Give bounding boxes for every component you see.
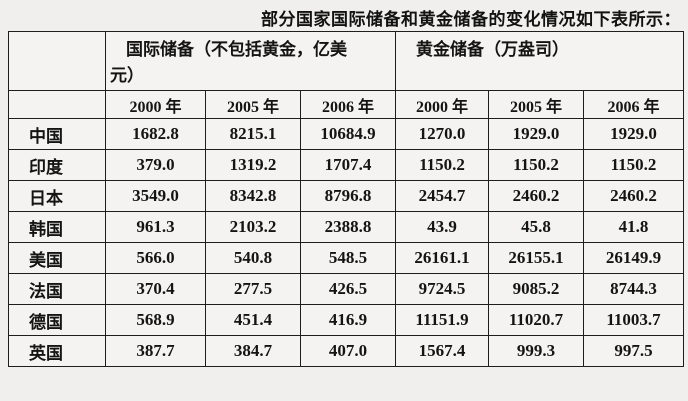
year-header-intl-2000: 2000 年 [105, 90, 206, 119]
value-cell: 416.9 [300, 304, 396, 336]
country-label: 韩国 [8, 211, 106, 243]
value-cell: 384.7 [205, 335, 301, 367]
value-cell: 451.4 [205, 304, 301, 336]
value-cell: 566.0 [105, 242, 206, 274]
table-row-germany: 德国 568.9 451.4 416.9 11151.9 11020.7 110… [8, 304, 685, 336]
value-cell: 3549.0 [105, 180, 206, 212]
value-cell: 1319.2 [205, 149, 301, 181]
value-cell: 1567.4 [395, 335, 489, 367]
country-label: 德国 [8, 304, 106, 336]
value-cell: 8215.1 [205, 118, 301, 150]
table-row-china: 中国 1682.8 8215.1 10684.9 1270.0 1929.0 1… [8, 118, 685, 150]
value-cell: 8796.8 [300, 180, 396, 212]
value-cell: 370.4 [105, 273, 206, 305]
group-header-international-reserves: 国际储备（不包括黄金，亿美 元） [105, 31, 396, 91]
value-cell: 2454.7 [395, 180, 489, 212]
table-row-france: 法国 370.4 277.5 426.5 9724.5 9085.2 8744.… [8, 273, 685, 305]
value-cell: 26155.1 [488, 242, 584, 274]
value-cell: 9724.5 [395, 273, 489, 305]
value-cell: 426.5 [300, 273, 396, 305]
table-row-uk: 英国 387.7 384.7 407.0 1567.4 999.3 997.5 [8, 335, 685, 367]
value-cell: 45.8 [488, 211, 584, 243]
value-cell: 10684.9 [300, 118, 396, 150]
value-cell: 26161.1 [395, 242, 489, 274]
value-cell: 387.7 [105, 335, 206, 367]
value-cell: 8342.8 [205, 180, 301, 212]
year-header-intl-2005: 2005 年 [205, 90, 301, 119]
year-header-gold-2000: 2000 年 [395, 90, 489, 119]
group-header-row: 国际储备（不包括黄金，亿美 元） 黄金储备（万盎司） [8, 31, 685, 91]
year-header-intl-2006: 2006 年 [300, 90, 396, 119]
value-cell: 1707.4 [300, 149, 396, 181]
page-title: 部分国家国际储备和黄金储备的变化情况如下表所示： [261, 10, 681, 29]
value-cell: 2460.2 [488, 180, 584, 212]
value-cell: 11020.7 [488, 304, 584, 336]
value-cell: 277.5 [205, 273, 301, 305]
value-cell: 1929.0 [582, 118, 685, 150]
value-cell: 11003.7 [582, 304, 685, 336]
value-cell: 1150.2 [395, 149, 489, 181]
country-label: 日本 [8, 180, 106, 212]
table-row-japan: 日本 3549.0 8342.8 8796.8 2454.7 2460.2 24… [8, 180, 685, 212]
group-header-gold-reserves: 黄金储备（万盎司） [394, 31, 685, 91]
value-cell: 11151.9 [395, 304, 489, 336]
value-cell: 1150.2 [488, 149, 584, 181]
country-label: 法国 [8, 273, 106, 305]
year-header-gold-2006: 2006 年 [582, 90, 685, 119]
value-cell: 26149.9 [582, 242, 685, 274]
value-cell: 41.8 [582, 211, 685, 243]
table-row-india: 印度 379.0 1319.2 1707.4 1150.2 1150.2 115… [8, 149, 685, 181]
country-label: 英国 [8, 335, 106, 367]
table-row-usa: 美国 566.0 540.8 548.5 26161.1 26155.1 261… [8, 242, 685, 274]
value-cell: 1929.0 [488, 118, 584, 150]
value-cell: 548.5 [300, 242, 396, 274]
value-cell: 961.3 [105, 211, 206, 243]
country-label: 中国 [8, 118, 106, 150]
country-label: 印度 [8, 149, 106, 181]
corner-cell-bottom [8, 90, 106, 119]
value-cell: 2388.8 [300, 211, 396, 243]
reserves-table: 国际储备（不包括黄金，亿美 元） 黄金储备（万盎司） 2000 年 2005 年… [8, 31, 685, 367]
table-row-korea: 韩国 961.3 2103.2 2388.8 43.9 45.8 41.8 [8, 211, 685, 243]
value-cell: 1150.2 [582, 149, 685, 181]
value-cell: 43.9 [395, 211, 489, 243]
value-cell: 2103.2 [205, 211, 301, 243]
year-header-row: 2000 年 2005 年 2006 年 2000 年 2005 年 2006 … [8, 90, 685, 119]
value-cell: 540.8 [205, 242, 301, 274]
value-cell: 2460.2 [582, 180, 685, 212]
value-cell: 999.3 [488, 335, 584, 367]
corner-cell-top [8, 31, 106, 91]
country-label: 美国 [8, 242, 106, 274]
value-cell: 407.0 [300, 335, 396, 367]
value-cell: 1270.0 [395, 118, 489, 150]
value-cell: 568.9 [105, 304, 206, 336]
year-header-gold-2005: 2005 年 [488, 90, 584, 119]
value-cell: 997.5 [582, 335, 685, 367]
value-cell: 379.0 [105, 149, 206, 181]
value-cell: 1682.8 [105, 118, 206, 150]
value-cell: 9085.2 [488, 273, 584, 305]
value-cell: 8744.3 [582, 273, 685, 305]
